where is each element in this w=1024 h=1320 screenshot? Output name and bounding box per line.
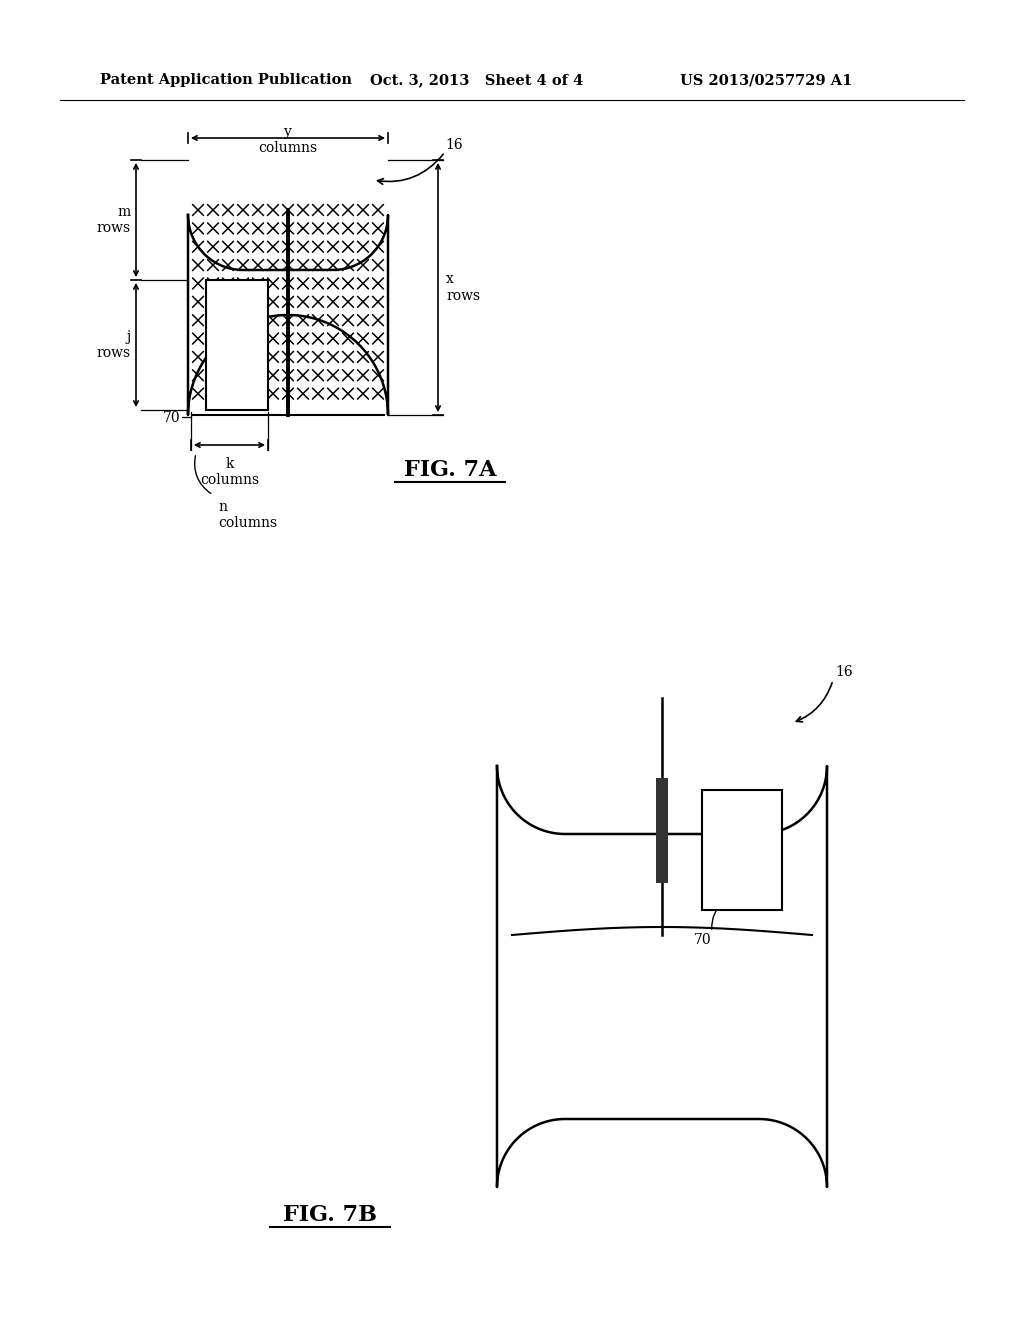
Text: j
rows: j rows [97,330,131,360]
Text: y
columns: y columns [258,125,317,156]
Text: k
columns: k columns [200,457,259,487]
Bar [206,280,268,411]
Text: m
rows: m rows [97,205,131,235]
Text: 70: 70 [163,411,180,425]
Text: US 2013/0257729 A1: US 2013/0257729 A1 [680,73,852,87]
Text: Patent Application Publication: Patent Application Publication [100,73,352,87]
Bar [702,789,782,909]
Text: x
rows: x rows [446,272,480,302]
Text: 16: 16 [445,139,463,152]
Bar [656,777,668,883]
Text: FIG. 7A: FIG. 7A [403,459,497,480]
Text: 16: 16 [835,665,853,678]
Text: n
columns: n columns [218,500,278,531]
Text: Oct. 3, 2013   Sheet 4 of 4: Oct. 3, 2013 Sheet 4 of 4 [370,73,584,87]
Text: FIG. 7B: FIG. 7B [283,1204,377,1226]
Text: 70: 70 [694,933,712,946]
